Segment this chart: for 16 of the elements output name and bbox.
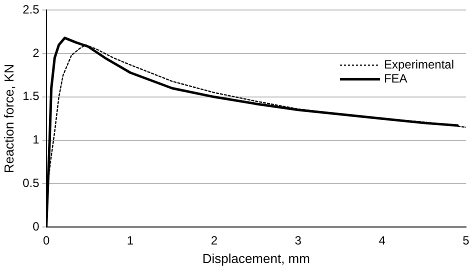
y-axis-title: Reaction force, KN	[1, 64, 16, 174]
legend-label: Experimental	[384, 58, 454, 72]
legend-label: FEA	[384, 72, 408, 86]
x-tick-label: 1	[126, 234, 134, 248]
x-tick-label: 3	[294, 234, 302, 248]
x-tick-label: 0	[42, 234, 50, 248]
y-tick-label: 1	[32, 132, 40, 147]
x-tick-label: 2	[210, 234, 218, 248]
x-tick-label: 5	[462, 234, 470, 248]
y-tick-label: 2	[32, 46, 40, 60]
y-tick-label: 0	[32, 219, 40, 234]
x-axis-title: Displacement, mm	[202, 250, 310, 266]
y-tick-label: 2.5	[22, 2, 40, 17]
y-tick-label: 0.5	[22, 176, 40, 190]
y-tick-label: 1.5	[22, 89, 40, 104]
x-tick-label: 4	[378, 234, 386, 248]
